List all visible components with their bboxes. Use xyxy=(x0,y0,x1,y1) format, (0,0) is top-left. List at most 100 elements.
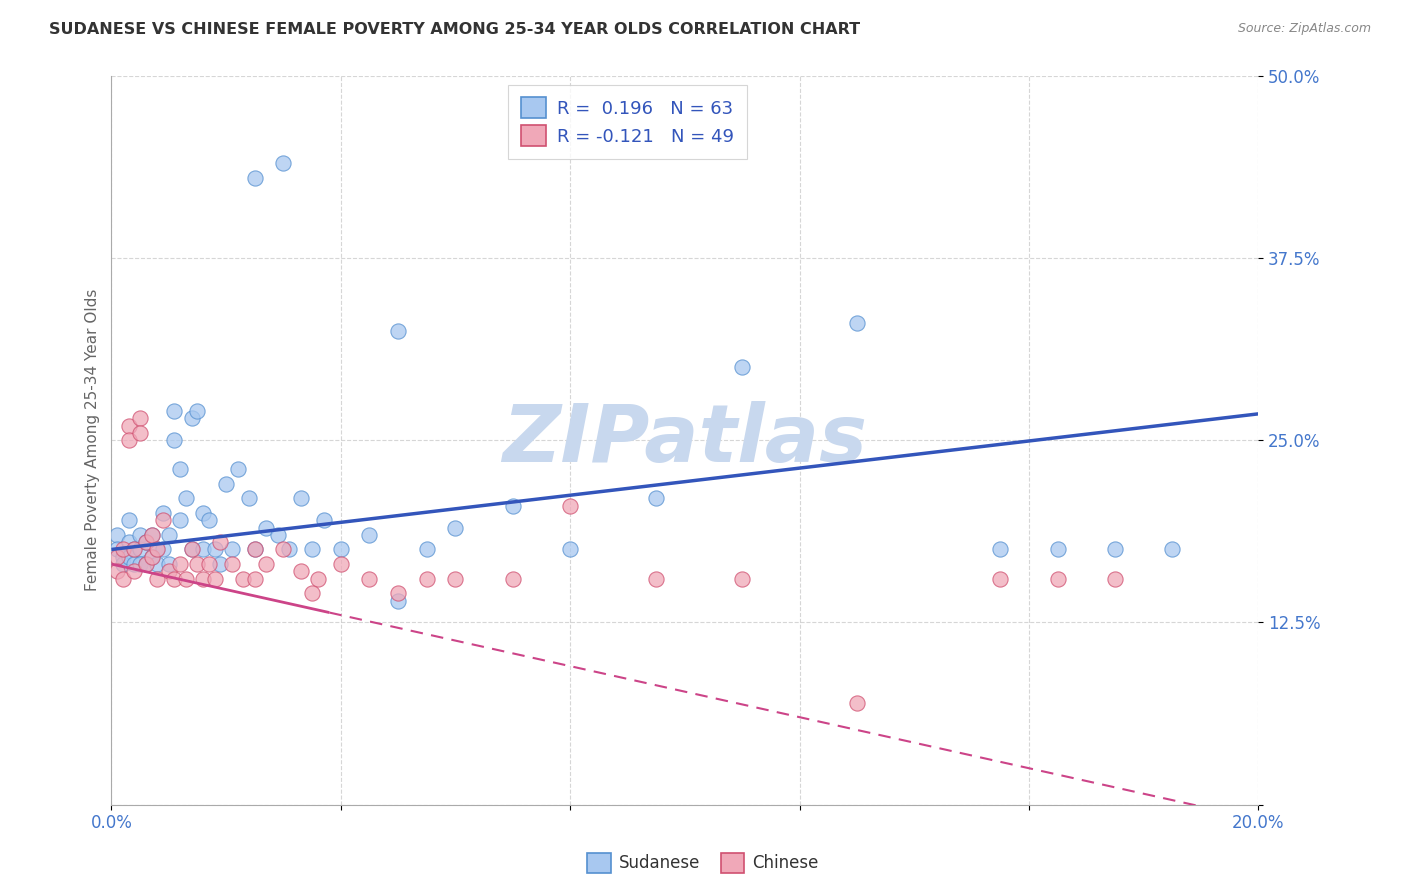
Point xyxy=(198,557,221,571)
Point xyxy=(243,542,266,557)
Point xyxy=(1046,542,1069,557)
Point xyxy=(169,462,191,476)
Point xyxy=(278,542,301,557)
Point xyxy=(135,557,157,571)
Point xyxy=(186,404,208,418)
Point xyxy=(1104,542,1126,557)
Point xyxy=(645,491,668,506)
Point xyxy=(129,542,152,557)
Point xyxy=(416,542,439,557)
Point xyxy=(169,513,191,527)
Point xyxy=(254,520,277,534)
Point xyxy=(141,549,163,564)
Point xyxy=(226,462,249,476)
Point xyxy=(232,572,254,586)
Point xyxy=(1104,572,1126,586)
Point xyxy=(169,557,191,571)
Point xyxy=(129,425,152,440)
Point xyxy=(146,542,169,557)
Point xyxy=(359,572,381,586)
Legend: Sudanese, Chinese: Sudanese, Chinese xyxy=(581,847,825,880)
Point xyxy=(387,593,409,607)
Point xyxy=(502,499,524,513)
Point xyxy=(157,565,180,579)
Point xyxy=(988,572,1011,586)
Point xyxy=(111,572,134,586)
Point xyxy=(329,542,352,557)
Point xyxy=(198,513,221,527)
Point xyxy=(238,491,260,506)
Point xyxy=(129,557,152,571)
Point xyxy=(141,528,163,542)
Text: Source: ZipAtlas.com: Source: ZipAtlas.com xyxy=(1237,22,1371,36)
Point xyxy=(1161,542,1184,557)
Point xyxy=(290,565,312,579)
Point xyxy=(215,476,238,491)
Point xyxy=(157,557,180,571)
Legend: R =  0.196   N = 63, R = -0.121   N = 49: R = 0.196 N = 63, R = -0.121 N = 49 xyxy=(509,85,747,159)
Point xyxy=(1046,572,1069,586)
Point xyxy=(129,528,152,542)
Point xyxy=(204,572,226,586)
Point xyxy=(124,557,146,571)
Point xyxy=(180,542,202,557)
Point xyxy=(141,528,163,542)
Point xyxy=(502,572,524,586)
Point xyxy=(146,557,169,571)
Point xyxy=(191,572,214,586)
Point xyxy=(312,513,335,527)
Point xyxy=(157,528,180,542)
Point xyxy=(301,542,323,557)
Point xyxy=(359,528,381,542)
Point xyxy=(416,572,439,586)
Text: SUDANESE VS CHINESE FEMALE POVERTY AMONG 25-34 YEAR OLDS CORRELATION CHART: SUDANESE VS CHINESE FEMALE POVERTY AMONG… xyxy=(49,22,860,37)
Point xyxy=(152,513,174,527)
Text: ZIPatlas: ZIPatlas xyxy=(502,401,868,479)
Point xyxy=(444,572,467,586)
Point xyxy=(105,549,128,564)
Point xyxy=(387,324,409,338)
Point xyxy=(221,542,243,557)
Point xyxy=(186,557,208,571)
Point xyxy=(191,542,214,557)
Point xyxy=(731,360,754,375)
Point xyxy=(135,535,157,549)
Point xyxy=(243,170,266,185)
Point xyxy=(124,542,146,557)
Point xyxy=(117,549,139,564)
Point xyxy=(845,317,868,331)
Point xyxy=(243,572,266,586)
Point xyxy=(117,513,139,527)
Point xyxy=(117,418,139,433)
Point xyxy=(141,549,163,564)
Point xyxy=(273,156,295,170)
Point xyxy=(111,557,134,571)
Point xyxy=(152,506,174,520)
Point xyxy=(254,557,277,571)
Point xyxy=(988,542,1011,557)
Point xyxy=(290,491,312,506)
Point xyxy=(560,499,582,513)
Point xyxy=(645,572,668,586)
Point xyxy=(307,572,329,586)
Point xyxy=(329,557,352,571)
Point xyxy=(152,542,174,557)
Point xyxy=(117,535,139,549)
Point xyxy=(444,520,467,534)
Point xyxy=(180,542,202,557)
Point xyxy=(105,528,128,542)
Point xyxy=(174,491,197,506)
Point xyxy=(163,404,186,418)
Point xyxy=(204,542,226,557)
Point xyxy=(174,572,197,586)
Point xyxy=(267,528,290,542)
Point xyxy=(135,535,157,549)
Point xyxy=(105,565,128,579)
Point xyxy=(124,565,146,579)
Point xyxy=(731,572,754,586)
Point xyxy=(273,542,295,557)
Point xyxy=(124,542,146,557)
Point xyxy=(135,557,157,571)
Point xyxy=(243,542,266,557)
Point xyxy=(387,586,409,600)
